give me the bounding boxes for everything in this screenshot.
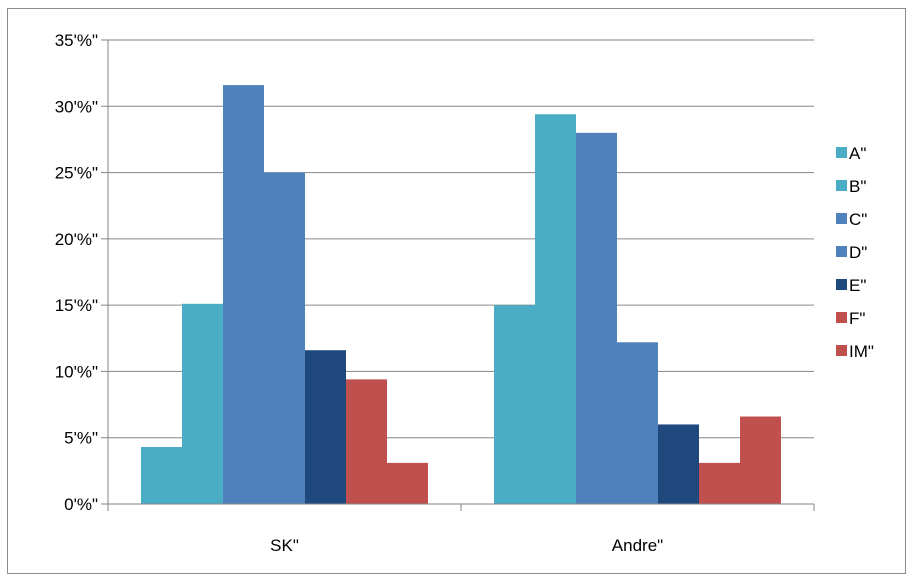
legend-label: A" [849, 144, 866, 163]
y-tick-label: 0'%" [64, 495, 98, 514]
y-tick-label: 10'%" [55, 362, 98, 381]
y-tick-label: 35'%" [55, 31, 98, 50]
bars [141, 85, 781, 505]
y-tick-label: 20'%" [55, 230, 98, 249]
bar [223, 85, 264, 505]
bar [576, 132, 617, 505]
legend-label: F" [849, 309, 865, 328]
bar [494, 305, 535, 504]
bar [141, 446, 182, 504]
legend-swatch [836, 279, 847, 290]
legend: A" B" C" D" E" F" IM" [836, 144, 874, 361]
y-tick-label: 25'%" [55, 164, 98, 183]
bar [264, 172, 305, 505]
y-tick-label: 15'%" [55, 296, 98, 315]
legend-label: B" [849, 177, 866, 196]
bar [387, 462, 428, 504]
bar [699, 462, 740, 504]
y-tick-labels: 0'%" 5'%" 10'%" 15'%" 20'%" 25'%" 30'%" 35'%" [55, 31, 98, 514]
bar [740, 416, 781, 504]
legend-swatch [836, 213, 847, 224]
legend-swatch [836, 180, 847, 191]
legend-swatch [836, 345, 847, 356]
legend-label: D" [849, 243, 867, 262]
legend-label: C" [849, 210, 867, 229]
bar [617, 342, 658, 504]
y-tick-label: 5'%" [64, 429, 98, 448]
legend-swatch [836, 312, 847, 323]
bar [346, 379, 387, 504]
legend-label: IM" [849, 342, 874, 361]
y-tick-label: 30'%" [55, 97, 98, 116]
x-tick-label: SK" [270, 536, 299, 555]
bar [182, 303, 223, 504]
legend-swatch [836, 147, 847, 158]
bar [535, 114, 576, 505]
legend-swatch [836, 246, 847, 257]
x-tick-labels: SK" Andre" [270, 536, 663, 555]
bar [658, 424, 699, 504]
x-tick-label: Andre" [612, 536, 663, 555]
bar [305, 350, 346, 504]
legend-label: E" [849, 276, 866, 295]
axes [101, 39, 815, 511]
